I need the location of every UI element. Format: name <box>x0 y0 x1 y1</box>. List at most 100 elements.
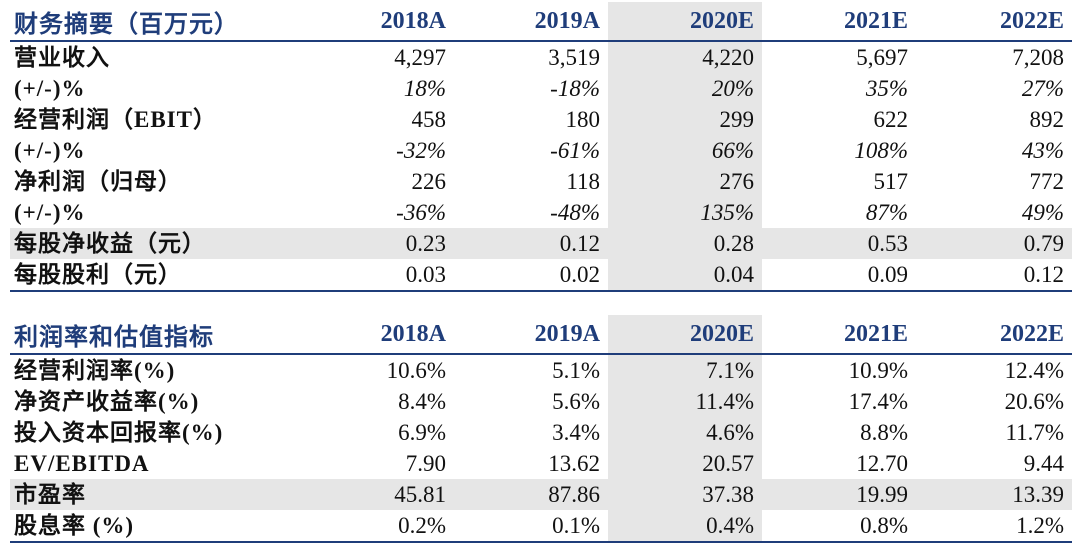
row-label: 经营利润率(%) <box>14 358 176 383</box>
cell-value: 45.81 <box>300 479 454 510</box>
cell-value: 622 <box>873 107 909 132</box>
financial-summary-header-row: 财务摘要（百万元） 2018A 2019A 2020E 2021E 2022E <box>10 2 1072 41</box>
cell-value: 11.7% <box>1005 420 1064 445</box>
cell-value: 27% <box>1021 76 1064 101</box>
row-label: (+/-)% <box>14 200 86 225</box>
cell-value: 108% <box>854 138 908 163</box>
cell-value: 49% <box>1021 200 1064 225</box>
cell-value: 517 <box>873 169 909 194</box>
cell-value: 9.44 <box>1023 451 1064 476</box>
cell-value: 3,519 <box>548 45 600 70</box>
cell-value: 87.86 <box>454 479 608 510</box>
row-label: EV/EBITDA <box>14 451 150 476</box>
row-label: 每股股利（元） <box>10 259 300 292</box>
cell-value: 0.12 <box>454 228 608 259</box>
cell-value: 5,697 <box>856 45 908 70</box>
cell-value: 0.02 <box>454 259 608 292</box>
cell-value: 12.4% <box>1004 358 1064 383</box>
row-label: 净资产收益率(%) <box>14 389 200 414</box>
table-row: 市盈率 45.81 87.86 37.38 19.99 13.39 <box>10 479 1072 510</box>
cell-value: -18% <box>550 76 600 101</box>
cell-value: 1.2% <box>916 510 1072 543</box>
cell-value: 7,208 <box>1012 45 1064 70</box>
cell-value: 0.09 <box>762 259 916 292</box>
cell-value: 3.4% <box>552 420 600 445</box>
cell-value: 7.1% <box>608 354 762 386</box>
cell-value: 20% <box>608 73 762 104</box>
row-label: 净利润（归母） <box>14 169 182 194</box>
table-row: 每股股利（元） 0.03 0.02 0.04 0.09 0.12 <box>10 259 1072 292</box>
table-row: 净资产收益率(%) 8.4% 5.6% 11.4% 17.4% 20.6% <box>10 386 1072 417</box>
cell-value: 10.6% <box>386 358 446 383</box>
cell-value: 11.4% <box>608 386 762 417</box>
cell-value: 0.79 <box>916 228 1072 259</box>
valuation-title: 利润率和估值指标 <box>14 324 214 351</box>
row-label: 市盈率 <box>10 479 300 510</box>
year-header-2019a: 2019A <box>534 7 600 34</box>
cell-value: 5.6% <box>552 389 600 414</box>
cell-value: 6.9% <box>398 420 446 445</box>
cell-value: 4.6% <box>608 417 762 448</box>
row-label: 投入资本回报率(%) <box>14 420 224 445</box>
cell-value: 180 <box>565 107 601 132</box>
year-header-2019a: 2019A <box>534 320 600 347</box>
cell-value: 0.8% <box>762 510 916 543</box>
cell-value: 0.03 <box>300 259 454 292</box>
cell-value: 13.62 <box>548 451 600 476</box>
row-label: (+/-)% <box>14 138 86 163</box>
row-label: 经营利润（EBIT） <box>14 107 217 132</box>
cell-value: 10.9% <box>848 358 908 383</box>
cell-value: 458 <box>411 107 447 132</box>
year-header-2020e: 2020E <box>608 315 762 354</box>
cell-value: 7.90 <box>405 451 446 476</box>
cell-value: -48% <box>550 200 600 225</box>
cell-value: 4,220 <box>608 41 762 73</box>
cell-value: 18% <box>403 76 446 101</box>
row-label: 营业收入 <box>14 45 110 70</box>
cell-value: 135% <box>608 197 762 228</box>
row-label: 股息率 (%) <box>10 510 300 543</box>
cell-value: 0.53 <box>762 228 916 259</box>
cell-value: 43% <box>1021 138 1064 163</box>
cell-value: 20.57 <box>608 448 762 479</box>
table-row: 每股净收益（元） 0.23 0.12 0.28 0.53 0.79 <box>10 228 1072 259</box>
valuation-metrics-table: 利润率和估值指标 2018A 2019A 2020E 2021E 2022E 经… <box>10 315 1072 543</box>
financial-summary-title: 财务摘要（百万元） <box>14 11 239 38</box>
cell-value: 0.2% <box>300 510 454 543</box>
table-row: (+/-)% -36% -48% 135% 87% 49% <box>10 197 1072 228</box>
year-header-2022e: 2022E <box>999 320 1064 347</box>
row-label: 每股净收益（元） <box>10 228 300 259</box>
cell-value: 772 <box>1029 169 1065 194</box>
table-row: 经营利润率(%) 10.6% 5.1% 7.1% 10.9% 12.4% <box>10 354 1072 386</box>
table-row: 投入资本回报率(%) 6.9% 3.4% 4.6% 8.8% 11.7% <box>10 417 1072 448</box>
cell-value: 8.4% <box>398 389 446 414</box>
table-row: EV/EBITDA 7.90 13.62 20.57 12.70 9.44 <box>10 448 1072 479</box>
cell-value: -36% <box>396 200 446 225</box>
table-row: 股息率 (%) 0.2% 0.1% 0.4% 0.8% 1.2% <box>10 510 1072 543</box>
cell-value: 19.99 <box>762 479 916 510</box>
year-header-2021e: 2021E <box>843 7 908 34</box>
cell-value: 66% <box>608 135 762 166</box>
cell-value: 87% <box>865 200 908 225</box>
cell-value: 226 <box>411 169 447 194</box>
cell-value: 892 <box>1029 107 1065 132</box>
cell-value: -32% <box>396 138 446 163</box>
cell-value: 118 <box>566 169 600 194</box>
cell-value: 0.1% <box>454 510 608 543</box>
cell-value: 20.6% <box>1004 389 1064 414</box>
year-header-2021e: 2021E <box>843 320 908 347</box>
cell-value: 0.12 <box>916 259 1072 292</box>
table-row: (+/-)% 18% -18% 20% 35% 27% <box>10 73 1072 104</box>
cell-value: 12.70 <box>856 451 908 476</box>
year-header-2018a: 2018A <box>380 7 446 34</box>
cell-value: 35% <box>865 76 908 101</box>
cell-value: 37.38 <box>608 479 762 510</box>
cell-value: 13.39 <box>916 479 1072 510</box>
table-row: 经营利润（EBIT） 458 180 299 622 892 <box>10 104 1072 135</box>
table-row: 营业收入 4,297 3,519 4,220 5,697 7,208 <box>10 41 1072 73</box>
cell-value: 0.23 <box>300 228 454 259</box>
cell-value: 0.4% <box>608 510 762 543</box>
cell-value: 276 <box>608 166 762 197</box>
cell-value: 8.8% <box>860 420 908 445</box>
table-row: (+/-)% -32% -61% 66% 108% 43% <box>10 135 1072 166</box>
